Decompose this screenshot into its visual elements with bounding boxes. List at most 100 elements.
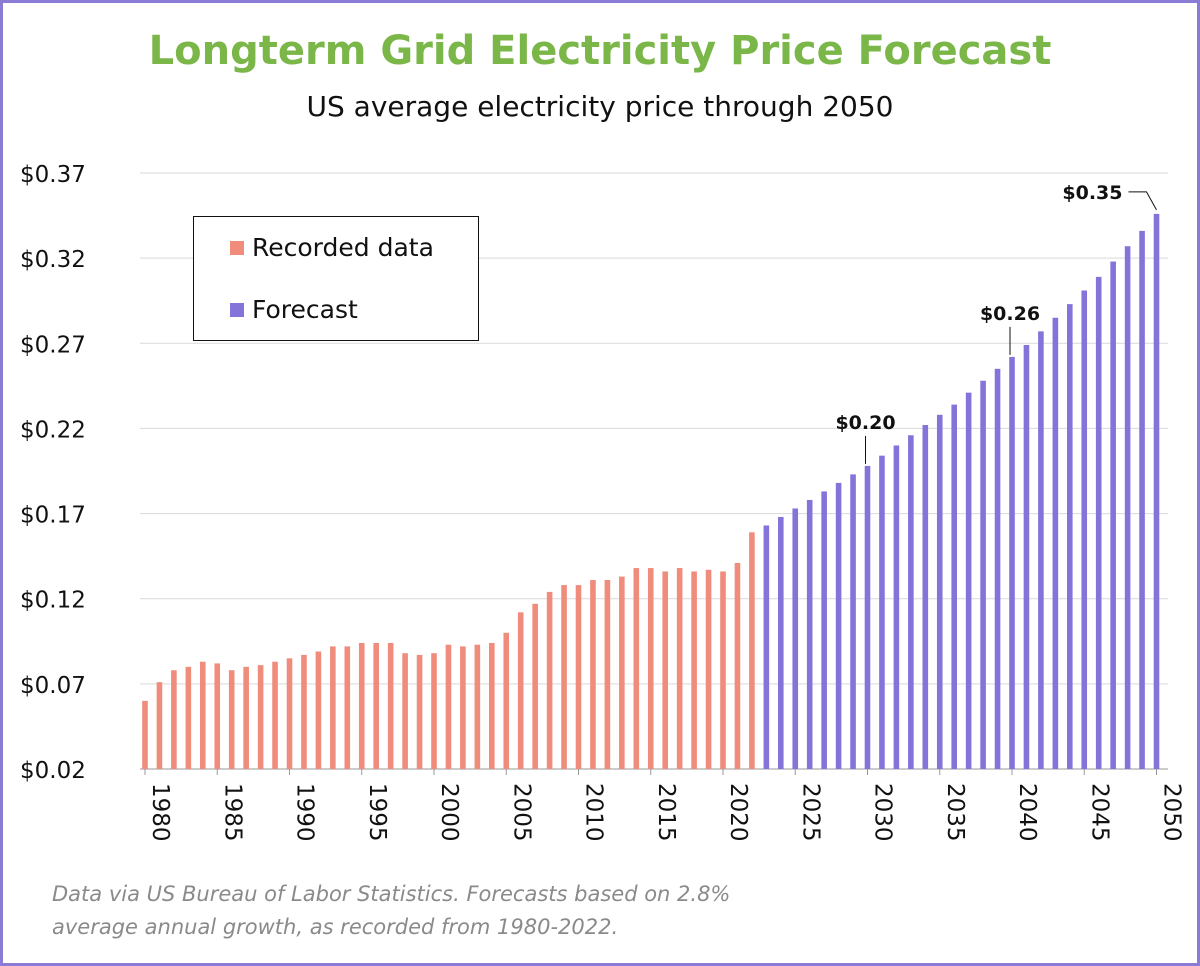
bar [864, 465, 871, 769]
bar [200, 661, 206, 769]
bar [1052, 317, 1059, 769]
bar [806, 499, 813, 769]
legend-label-recorded: Recorded data [252, 233, 434, 262]
legend: Recorded data Forecast [193, 216, 479, 341]
bar [850, 474, 856, 769]
bar [1067, 304, 1073, 769]
bar [734, 562, 741, 769]
bar [980, 380, 986, 769]
legend-swatch-forecast [230, 302, 244, 317]
bar [272, 661, 278, 769]
data-label: $0.20 [835, 412, 895, 434]
bar [156, 682, 163, 769]
bar [315, 651, 322, 769]
bar [330, 646, 336, 769]
bar [835, 482, 842, 769]
x-tick-label: 1985 [219, 783, 245, 842]
bar [922, 425, 929, 769]
bar [474, 644, 481, 769]
source-note-line-1: Data via US Bureau of Labor Statistics. … [52, 882, 731, 906]
y-tick-label: $0.02 [20, 758, 86, 784]
bar [749, 532, 755, 769]
bar [228, 670, 235, 769]
bar [286, 658, 293, 769]
bar [1038, 331, 1044, 769]
x-tick-label: 1995 [364, 783, 390, 842]
x-tick-label: 2015 [653, 783, 679, 842]
bar [792, 508, 799, 769]
bar [662, 571, 668, 769]
x-tick-label: 2010 [581, 783, 607, 842]
legend-label-forecast: Forecast [252, 295, 358, 324]
bar [965, 392, 972, 769]
bar [705, 569, 712, 769]
bar [387, 642, 394, 769]
bar [489, 642, 495, 769]
bar [1139, 230, 1145, 769]
y-tick-label: $0.27 [20, 332, 86, 358]
bar [1153, 213, 1160, 769]
legend-item-forecast: Forecast [230, 295, 358, 324]
bar [416, 654, 423, 769]
bar [879, 455, 885, 769]
legend-swatch-recorded [230, 240, 244, 255]
bar [619, 576, 625, 769]
bar [460, 646, 466, 769]
bar [893, 445, 900, 769]
data-label: $0.26 [980, 303, 1040, 325]
bar [1009, 356, 1015, 769]
bar [344, 646, 351, 769]
bar [532, 603, 538, 769]
x-tick-label: 2045 [1086, 783, 1112, 842]
bar [590, 579, 596, 769]
bar [373, 642, 379, 769]
bar [647, 568, 654, 769]
bar [691, 571, 697, 769]
bar [185, 666, 192, 769]
y-tick-label: $0.17 [20, 503, 86, 529]
bar [994, 368, 1001, 769]
bar [171, 670, 177, 769]
y-tick-label: $0.07 [20, 673, 86, 699]
bar [604, 579, 611, 769]
bar [1095, 276, 1102, 769]
bar [821, 491, 827, 769]
bar [358, 642, 365, 769]
data-label: $0.35 [1062, 182, 1122, 204]
bar [575, 585, 582, 769]
bar [1023, 344, 1030, 769]
bar [301, 654, 307, 769]
bar [503, 632, 510, 769]
bar [402, 653, 408, 769]
y-tick-label: $0.32 [20, 247, 86, 273]
bar [517, 612, 524, 769]
chart-title: Longterm Grid Electricity Price Forecast [148, 28, 1052, 74]
bar [1124, 246, 1131, 770]
y-tick-label: $0.12 [20, 588, 86, 614]
bar [778, 516, 784, 769]
x-tick-label: 2035 [942, 783, 968, 842]
bar [676, 568, 683, 769]
source-note: Data via US Bureau of Labor Statistics. … [52, 878, 872, 944]
bar [763, 525, 770, 769]
x-tick-label: 2040 [1014, 783, 1040, 842]
x-tick-label: 2000 [436, 783, 462, 842]
bar [936, 414, 943, 769]
x-tick-label: 1990 [292, 783, 318, 842]
bar [214, 663, 221, 769]
y-tick-label: $0.22 [20, 417, 86, 443]
bar [908, 435, 914, 769]
bar [243, 666, 249, 769]
bar [561, 585, 567, 769]
bar [1081, 290, 1088, 769]
bar [142, 700, 148, 769]
chart-subtitle: US average electricity price through 205… [306, 90, 894, 123]
bar [546, 591, 553, 769]
x-tick-label: 2020 [725, 783, 751, 842]
bar [445, 644, 452, 769]
bar [633, 568, 640, 769]
bar [951, 404, 957, 769]
bar [431, 653, 437, 769]
x-tick-label: 1980 [147, 783, 173, 842]
